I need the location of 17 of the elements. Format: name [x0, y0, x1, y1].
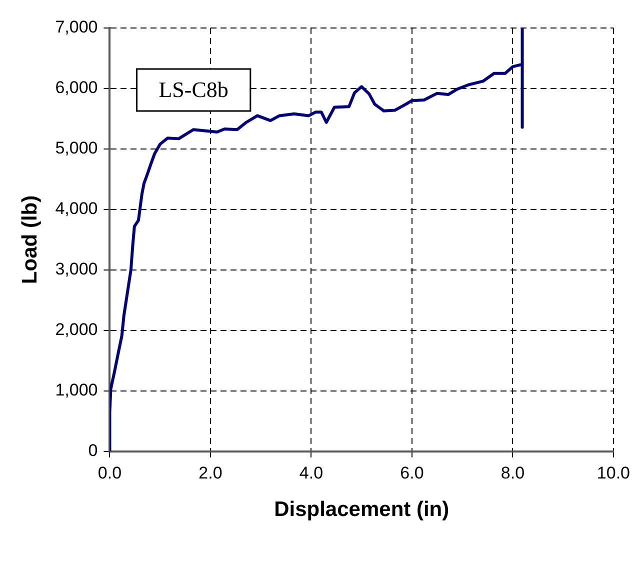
y-tick-label: 4,000 — [55, 199, 98, 218]
x-tick-label: 10.0 — [596, 463, 630, 482]
x-axis-title: Displacement (in) — [274, 498, 450, 522]
x-tick-label: 2.0 — [198, 463, 222, 482]
y-tick-label: 3,000 — [55, 260, 98, 279]
annotation: LS-C8b — [158, 76, 228, 102]
x-tick-label: 8.0 — [500, 463, 525, 482]
y-tick-label: 6,000 — [55, 78, 98, 98]
x-tick-label: 6.0 — [400, 463, 424, 482]
x-tick-label: 0.0 — [98, 463, 122, 482]
y-tick-label: 5,000 — [55, 138, 98, 158]
x-tick-label: 4.0 — [299, 463, 324, 482]
y-tick-label: 0 — [88, 441, 98, 460]
y-tick-label: 2,000 — [55, 320, 98, 340]
y-axis-title: Load (lb) — [18, 195, 42, 284]
y-tick-label: 1,000 — [55, 380, 98, 400]
y-tick-label: 7,000 — [55, 18, 98, 37]
